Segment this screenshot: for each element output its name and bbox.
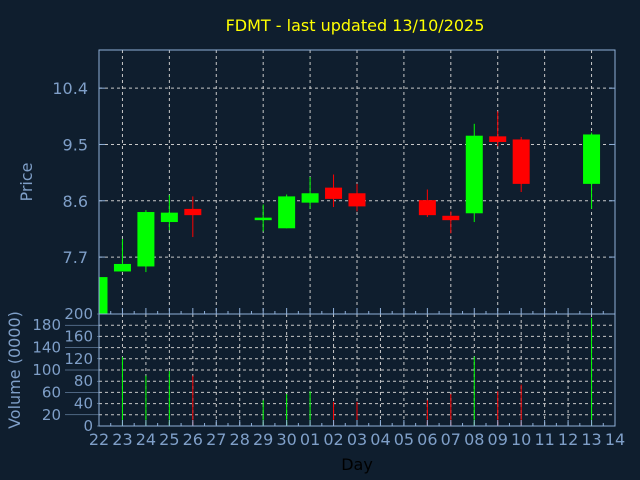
volume-tick-label: 200 xyxy=(64,305,93,323)
x-tick-label: 03 xyxy=(347,430,367,449)
x-tick-label: 08 xyxy=(464,430,484,449)
x-tick-label: 29 xyxy=(253,430,273,449)
volume-axis-label: Volume (0000) xyxy=(5,311,24,429)
candle-body xyxy=(113,263,131,272)
volume-tick-label: 160 xyxy=(64,327,93,345)
candle-body xyxy=(184,208,202,216)
x-tick-label: 10 xyxy=(511,430,531,449)
candle-body xyxy=(583,134,601,184)
x-tick-label: 11 xyxy=(534,430,554,449)
price-tick-label: 9.5 xyxy=(63,135,88,154)
price-axis-label: Price xyxy=(17,162,36,201)
volume-tick-label: 60 xyxy=(42,383,61,401)
price-grid xyxy=(99,50,615,314)
x-tick-label: 04 xyxy=(370,430,390,449)
candle-body xyxy=(278,196,296,229)
price-tick-label: 10.4 xyxy=(52,79,88,98)
x-tick-label: 30 xyxy=(276,430,296,449)
x-tick-label: 05 xyxy=(394,430,414,449)
tick-labels: 7.78.69.510.4020406080100120140160180200… xyxy=(32,79,625,449)
price-tick-label: 8.6 xyxy=(63,192,88,211)
x-tick-label: 23 xyxy=(112,430,132,449)
candles xyxy=(99,111,601,314)
x-tick-label: 07 xyxy=(441,430,461,449)
volume-tick-label: 80 xyxy=(74,372,93,390)
volume-tick-label: 100 xyxy=(32,361,61,379)
volume-tick-label: 20 xyxy=(42,406,61,424)
candle-body xyxy=(325,187,343,199)
x-tick-label: 14 xyxy=(605,430,625,449)
volume-tick-label: 0 xyxy=(83,417,93,435)
x-axis-label: Day xyxy=(341,455,373,474)
volume-tick-label: 180 xyxy=(32,316,61,334)
x-tick-label: 27 xyxy=(206,430,226,449)
price-tick-label: 7.7 xyxy=(63,248,88,267)
x-tick-label: 26 xyxy=(183,430,203,449)
candle-body xyxy=(418,200,436,216)
chart-title: FDMT - last updated 13/10/2025 xyxy=(226,16,485,35)
candle-body xyxy=(465,135,483,214)
x-tick-label: 06 xyxy=(417,430,437,449)
volume-tick-label: 140 xyxy=(32,339,61,357)
x-tick-label: 09 xyxy=(488,430,508,449)
candle-body xyxy=(442,215,460,221)
candle-body xyxy=(160,212,178,223)
candle-body xyxy=(254,217,272,221)
x-tick-label: 02 xyxy=(323,430,343,449)
volume-tick-label: 120 xyxy=(64,350,93,368)
x-tick-label: 13 xyxy=(581,430,601,449)
axes xyxy=(65,49,616,427)
x-tick-label: 01 xyxy=(300,430,320,449)
x-tick-label: 12 xyxy=(558,430,578,449)
candle-body xyxy=(512,139,530,184)
candle-body xyxy=(137,212,155,267)
x-tick-label: 24 xyxy=(136,430,156,449)
x-tick-label: 25 xyxy=(159,430,179,449)
x-tick-label: 28 xyxy=(230,430,250,449)
x-tick-label: 22 xyxy=(89,430,109,449)
volume-tick-label: 40 xyxy=(74,395,93,413)
candle-body xyxy=(348,193,366,207)
candle-body xyxy=(489,136,507,142)
candle-body xyxy=(99,277,108,314)
candle-body xyxy=(301,193,319,203)
